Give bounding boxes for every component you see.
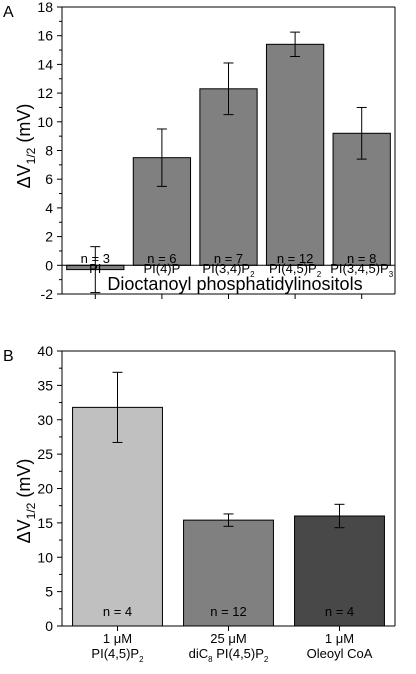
panel-b-bar bbox=[72, 406, 163, 627]
panel-b: B ΔV1/2 (mV) n = 4 n = 12 n = 4 0 5 10 15 20 25 3… bbox=[3, 343, 396, 664]
panel-b-x-tick-label: PI(4,5)P2 bbox=[91, 646, 144, 664]
panel-a-x-tick-label: PI(3,4,5)P3 bbox=[330, 261, 394, 279]
panel-b-x-tick-label: 25 μM bbox=[210, 631, 246, 646]
panel-b-x-tick-label: 1 μM bbox=[325, 631, 354, 646]
panel-a-n-label: n = 8 bbox=[347, 251, 376, 266]
panel-a-label: A bbox=[3, 4, 14, 21]
svg-text:ΔV1/2 (mV): ΔV1/2 (mV) bbox=[14, 104, 38, 189]
panel-b-bar bbox=[294, 515, 385, 627]
panel-a-y-tick-label: 14 bbox=[37, 56, 53, 72]
panel-a-n-label: n = 12 bbox=[277, 251, 314, 266]
panel-a-n-label: n = 6 bbox=[147, 251, 176, 266]
panel-b-n-label: n = 4 bbox=[103, 604, 132, 619]
panel-b-ylabel: ΔV1/2 (mV) bbox=[14, 459, 38, 544]
panel-a-plot: n = 3 n = 6 n = 7 n = 12 n = 8 -2 0 2 4 6 8 10 12 14 1… bbox=[37, 0, 396, 302]
panel-b-y-tick-label: 40 bbox=[37, 343, 53, 359]
svg-text:ΔV1/2 (mV): ΔV1/2 (mV) bbox=[14, 459, 38, 544]
panel-b-label: B bbox=[3, 348, 14, 365]
panel-a-x-tick-label: PI bbox=[89, 261, 101, 276]
panel-a-y-tick-label: 4 bbox=[45, 200, 53, 216]
panel-a: A ΔV1/2 (mV) n = 3 n = 6 n = 7 n = 12 n = 8 -… bbox=[3, 0, 396, 302]
panel-a-y-tick-label: 6 bbox=[45, 171, 53, 187]
panel-a-y-tick-label: 2 bbox=[45, 229, 53, 245]
panel-a-xlabel: Dioctanoyl phosphatidylinositols bbox=[107, 274, 362, 294]
panel-b-y-tick-label: 30 bbox=[37, 412, 53, 428]
panel-a-y-tick-label: 12 bbox=[37, 85, 53, 101]
panel-b-n-label: n = 12 bbox=[210, 604, 247, 619]
panel-a-y-tick-label: 18 bbox=[37, 0, 53, 15]
panel-b-y-tick-label: 35 bbox=[37, 377, 53, 393]
panel-a-n-label: n = 7 bbox=[214, 251, 243, 266]
panel-a-n-label: n = 3 bbox=[81, 251, 110, 266]
panel-b-x-tick-label: 1 μM bbox=[103, 631, 132, 646]
panel-a-bar bbox=[199, 88, 258, 266]
panel-a-ylabel: ΔV1/2 (mV) bbox=[14, 104, 38, 189]
panel-a-y-tick-label: 10 bbox=[37, 114, 53, 130]
panel-a-x-tick-label: PI(4)P bbox=[143, 261, 180, 276]
panel-a-y-tick-label: -2 bbox=[41, 286, 54, 302]
panel-a-y-tick-label: 16 bbox=[37, 28, 53, 44]
panel-b-y-tick-label: 0 bbox=[45, 618, 53, 634]
panel-b-x-tick-label: diC8 PI(4,5)P2 bbox=[189, 646, 269, 664]
panel-b-y-tick-label: 10 bbox=[37, 549, 53, 565]
panel-a-bar bbox=[265, 43, 325, 266]
panel-a-y-tick-label: 8 bbox=[45, 143, 53, 159]
panel-b-y-tick-label: 5 bbox=[45, 584, 53, 600]
panel-a-x-tick-label: PI(4,5)P2 bbox=[269, 261, 322, 279]
panel-b-n-label: n = 4 bbox=[325, 604, 354, 619]
panel-b-x-tick-label: Oleoyl CoA bbox=[307, 646, 373, 661]
panel-b-y-tick-label: 20 bbox=[37, 481, 53, 497]
panel-b-y-tick-label: 15 bbox=[37, 515, 53, 531]
panel-a-x-tick-label: PI(3,4)P2 bbox=[202, 261, 255, 279]
panel-a-y-tick-label: 0 bbox=[45, 257, 53, 273]
panel-b-y-tick-label: 25 bbox=[37, 446, 53, 462]
